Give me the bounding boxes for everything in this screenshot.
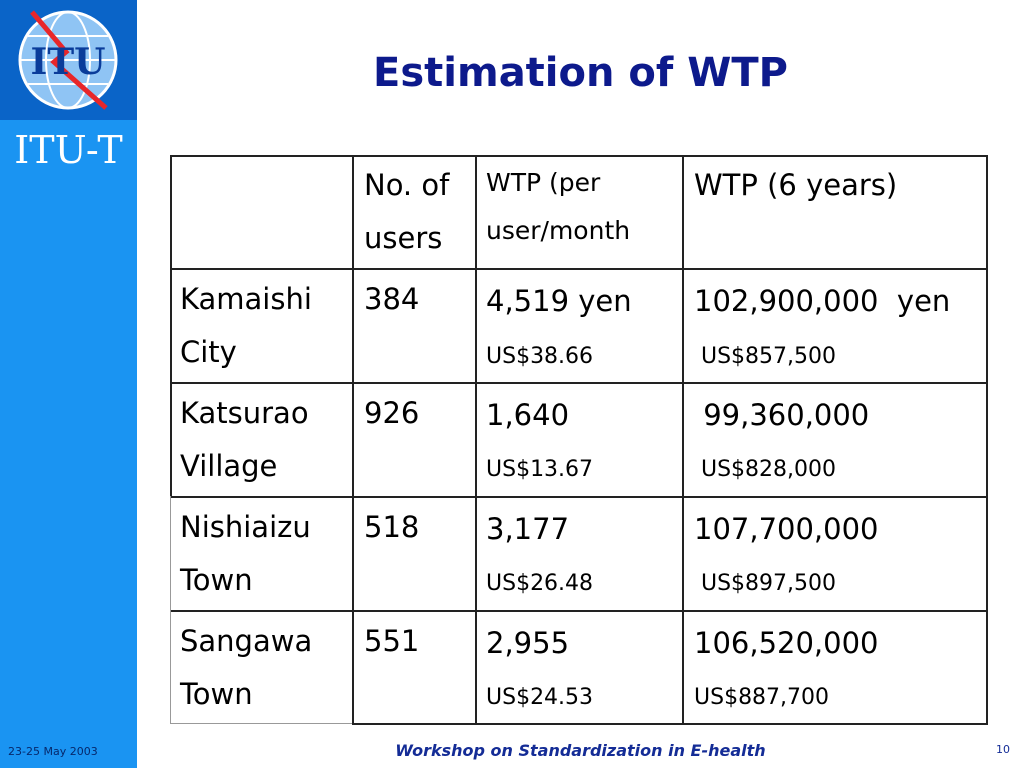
table-row-wtp-month: 3,177: [486, 512, 570, 546]
table-row-users: 518: [364, 510, 420, 544]
table-row-wtp-6: 106,520,000: [694, 626, 879, 660]
footer-text: Workshop on Standardization in E-health: [395, 741, 766, 760]
table-row-users: 551: [364, 624, 420, 658]
svg-text:ITU: ITU: [30, 41, 105, 83]
wtp-table: No. of users WTP (per user/month WTP (6 …: [170, 155, 988, 725]
header-users: No. of users: [364, 168, 450, 255]
sidebar: ITU ITU-T 23-25 May 2003: [0, 0, 137, 768]
table-row-name: Kamaishi City: [180, 282, 312, 369]
page-title: Estimation of WTP: [373, 50, 788, 96]
table-row-wtp-6: 107,700,000: [694, 512, 879, 546]
header-wtp-6-years: WTP (6 years): [694, 168, 898, 202]
table-row-wtp-6: 99,360,000: [694, 398, 870, 432]
table-row-users: 384: [364, 282, 420, 316]
table-row-name: Sangawa Town: [180, 624, 313, 711]
table-row-wtp-6-usd: US$897,500: [694, 571, 837, 596]
table-row-wtp-month: 1,640: [486, 398, 570, 432]
table-row-wtp-6-usd: US$887,700: [694, 685, 830, 710]
header-wtp-month: WTP (per user/month: [486, 168, 631, 245]
date-label: 23-25 May 2003: [8, 745, 98, 758]
table-row-wtp-6: 102,900,000 yen: [694, 284, 951, 318]
page-number: 10: [996, 743, 1010, 756]
table-row-wtp-month-usd: US$38.66: [486, 344, 594, 369]
itu-logo: ITU: [0, 0, 137, 120]
table-row-users: 926: [364, 396, 420, 430]
table-row-wtp-month: 2,955: [486, 626, 570, 660]
table-row-wtp-month-usd: US$13.67: [486, 457, 594, 482]
brand-label: ITU-T: [14, 128, 123, 172]
table-row-wtp-month-usd: US$24.53: [486, 685, 594, 710]
table-row-name: Katsurao Village: [180, 396, 309, 483]
table-row-wtp-month: 4,519 yen: [486, 284, 632, 318]
globe-icon: ITU: [18, 10, 118, 110]
table-row-wtp-6-usd: US$857,500: [694, 344, 837, 369]
table-row-wtp-month-usd: US$26.48: [486, 571, 594, 596]
table-row-wtp-6-usd: US$828,000: [694, 457, 837, 482]
table-row-name: Nishiaizu Town: [180, 510, 311, 597]
